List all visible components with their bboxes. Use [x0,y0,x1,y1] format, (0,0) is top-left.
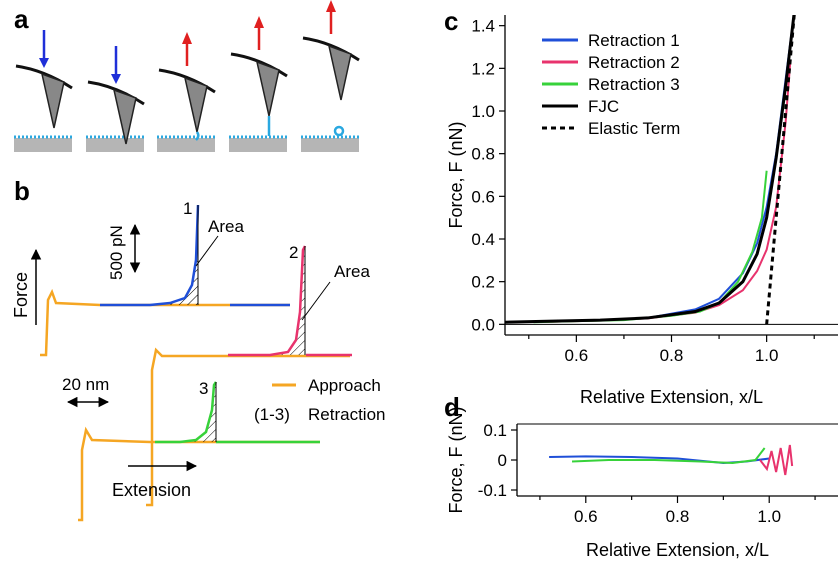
force-scale-label: 500 pN [107,225,126,280]
y-tick-label: 0.4 [471,230,495,249]
trace-1-approach [40,292,290,355]
legend-retraction-prefix: (1-3) [254,405,290,424]
trace-3-approach [78,430,320,520]
y-tick-label: 0.1 [483,421,507,440]
x-axis-title: Relative Extension, x/L [580,387,763,407]
y-axis-title: Force, F (nN) [446,406,466,513]
x-tick-label: 0.6 [574,507,598,526]
y-tick-label: 0.8 [471,145,495,164]
panel-c: c 0.0 0.2 0.4 0.6 0.8 1.0 1.2 1.4 0.6 0.8 1.0 Relat… [444,4,838,407]
y-axis-title: Force, F (nN) [446,121,466,228]
arrow-up-head [254,16,264,28]
panel-c-letter: c [444,6,458,36]
cantilever-tip [185,78,207,132]
trace-1-area-pointer [196,236,218,266]
legend-approach-label: Approach [308,376,381,395]
legend-label: FJC [588,97,619,116]
y-tick-label: 1.2 [471,59,495,78]
arrow-up-head [326,0,336,12]
x-tick-label: 1.0 [757,507,781,526]
x-tick-label: 0.8 [660,346,684,365]
x-tick-label: 1.0 [755,346,779,365]
cantilever-sequence [14,0,359,152]
x-tick-label: 0.8 [666,507,690,526]
chart-c: 0.0 0.2 0.4 0.6 0.8 1.0 1.2 1.4 0.6 0.8 1.0 Relativ… [446,4,838,407]
chart-d: 0.1 0 -0.1 0.6 0.8 1.0 Relative Extension, x/L… [446,406,838,560]
trace-3-number: 3 [199,379,208,398]
substrate [301,138,359,152]
x-tick-label: 0.6 [565,346,589,365]
substrate [86,138,144,152]
panel-a: a [14,0,359,152]
y-tick-label: 0.6 [471,187,495,206]
series-line [505,4,795,322]
cantilever-tip [42,74,64,128]
cantilever-tip [114,90,136,144]
y-tick-label: 0.0 [471,315,495,334]
panel-a-letter: a [14,4,29,34]
substrate [157,138,215,152]
substrate [14,138,72,152]
cantilever-frame [229,16,287,152]
legend-retraction-label: Retraction [308,405,385,424]
force-axis-label: Force [11,272,31,318]
cantilever-frame [157,32,215,152]
series-group [549,445,792,475]
legend-label: Retraction 2 [588,53,680,72]
series-line [534,171,767,322]
series-line [572,448,765,463]
y-tick-label: 1.0 [471,102,495,121]
cantilever-tip [329,46,351,100]
y-tick-label: -0.1 [478,481,507,500]
y-tick-label: 0 [498,451,507,470]
cantilever-frame [86,46,144,152]
trace-1-area-label: Area [208,217,244,236]
cantilever-frame [301,0,359,152]
y-tick-label: 0.2 [471,273,495,292]
trace-2-area-pointer [302,282,330,320]
panel-b: b Force 500 pN 1 Area 2 Area [11,176,385,520]
extension-scale-label: 20 nm [62,375,109,394]
trace-1-area [150,205,198,305]
series-line [505,60,790,322]
trace-2-retraction [228,246,305,355]
legend-label: Retraction 1 [588,31,680,50]
cantilever-tip [257,62,279,116]
stretched-molecule [196,132,198,140]
arrow-up-head [182,32,192,44]
y-tick-label: 1.4 [471,17,495,36]
relaxed-molecule [335,127,343,135]
arrow-down-head [111,74,121,84]
series-line [505,4,795,322]
legend-label: Retraction 3 [588,75,680,94]
trace-1-number: 1 [183,199,192,218]
legend-label: Elastic Term [588,119,680,138]
extension-axis-label: Extension [112,480,191,500]
cantilever-frame [14,30,72,152]
arrow-down-head [39,58,49,68]
panel-b-letter: b [14,176,30,206]
substrate [229,138,287,152]
trace-2-number: 2 [289,243,298,262]
trace-2-area-label: Area [334,262,370,281]
trace-1: 1 Area [40,199,290,355]
x-axis-title: Relative Extension, x/L [586,540,769,560]
